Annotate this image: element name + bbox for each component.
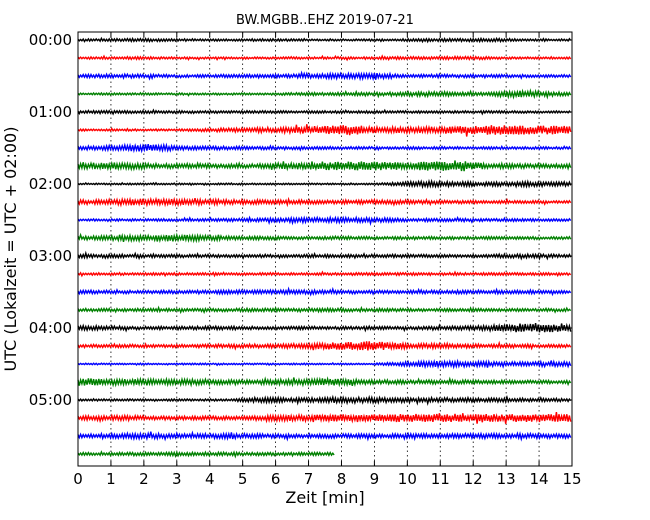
- trace-5: [77, 108, 572, 116]
- grid-lines: [110, 32, 540, 466]
- trace-24: [77, 450, 335, 459]
- x-tick-label: 12: [464, 470, 483, 488]
- x-tick-label: 8: [337, 470, 347, 488]
- x-tick-label: 7: [304, 470, 314, 488]
- trace-15: [77, 286, 572, 297]
- trace-16: [77, 305, 572, 315]
- y-tick-label: 02:00: [29, 175, 72, 193]
- trace-13: [77, 250, 572, 261]
- seismic-traces: [77, 36, 572, 459]
- trace-9: [77, 178, 572, 190]
- chart-title: BW.MGBB..EHZ 2019-07-21: [236, 13, 414, 28]
- y-axis-label: UTC (Lokalzeit = UTC + 02:00): [1, 127, 20, 372]
- trace-18: [77, 340, 572, 352]
- x-tick-label: 13: [497, 470, 516, 488]
- trace-7: [77, 142, 572, 154]
- trace-23: [77, 430, 572, 442]
- x-tick-label: 9: [370, 470, 380, 488]
- plot-frame: [77, 31, 573, 467]
- x-tick-label: 6: [271, 470, 281, 488]
- y-axis-ticks: 00:00 01:00 02:00 03:00 04:00 05:00: [29, 31, 572, 409]
- trace-19: [77, 358, 572, 370]
- trace-14: [77, 270, 572, 278]
- x-axis-ticks: 0 1 2 3 4 5 6 7 8 9 10 11 12 13 14 15: [73, 32, 582, 488]
- y-tick-label: 03:00: [29, 247, 72, 265]
- trace-4: [77, 88, 572, 100]
- x-tick-label: 2: [139, 470, 149, 488]
- x-tick-label: 11: [431, 470, 450, 488]
- y-tick-label: 04:00: [29, 319, 72, 337]
- y-tick-label: 05:00: [29, 391, 72, 409]
- trace-22: [77, 411, 572, 424]
- x-tick-label: 5: [238, 470, 248, 488]
- x-axis-label: Zeit [min]: [285, 488, 364, 507]
- trace-2: [77, 54, 572, 62]
- trace-3: [77, 70, 572, 82]
- x-tick-label: 14: [530, 470, 549, 488]
- x-tick-label: 4: [205, 470, 215, 488]
- trace-11: [77, 215, 572, 227]
- x-tick-label: 3: [172, 470, 182, 488]
- trace-17: [77, 322, 572, 333]
- x-tick-label: 1: [106, 470, 116, 488]
- trace-8: [77, 160, 572, 172]
- trace-1: [77, 36, 572, 44]
- trace-12: [77, 232, 572, 244]
- y-tick-label: 01:00: [29, 103, 72, 121]
- y-tick-label: 00:00: [29, 31, 72, 49]
- trace-21: [77, 394, 572, 407]
- x-tick-label: 0: [73, 470, 83, 488]
- x-tick-label: 10: [398, 470, 417, 488]
- trace-6: [77, 124, 572, 137]
- x-tick-label: 15: [562, 470, 581, 488]
- trace-20: [77, 376, 572, 388]
- trace-10: [77, 196, 572, 208]
